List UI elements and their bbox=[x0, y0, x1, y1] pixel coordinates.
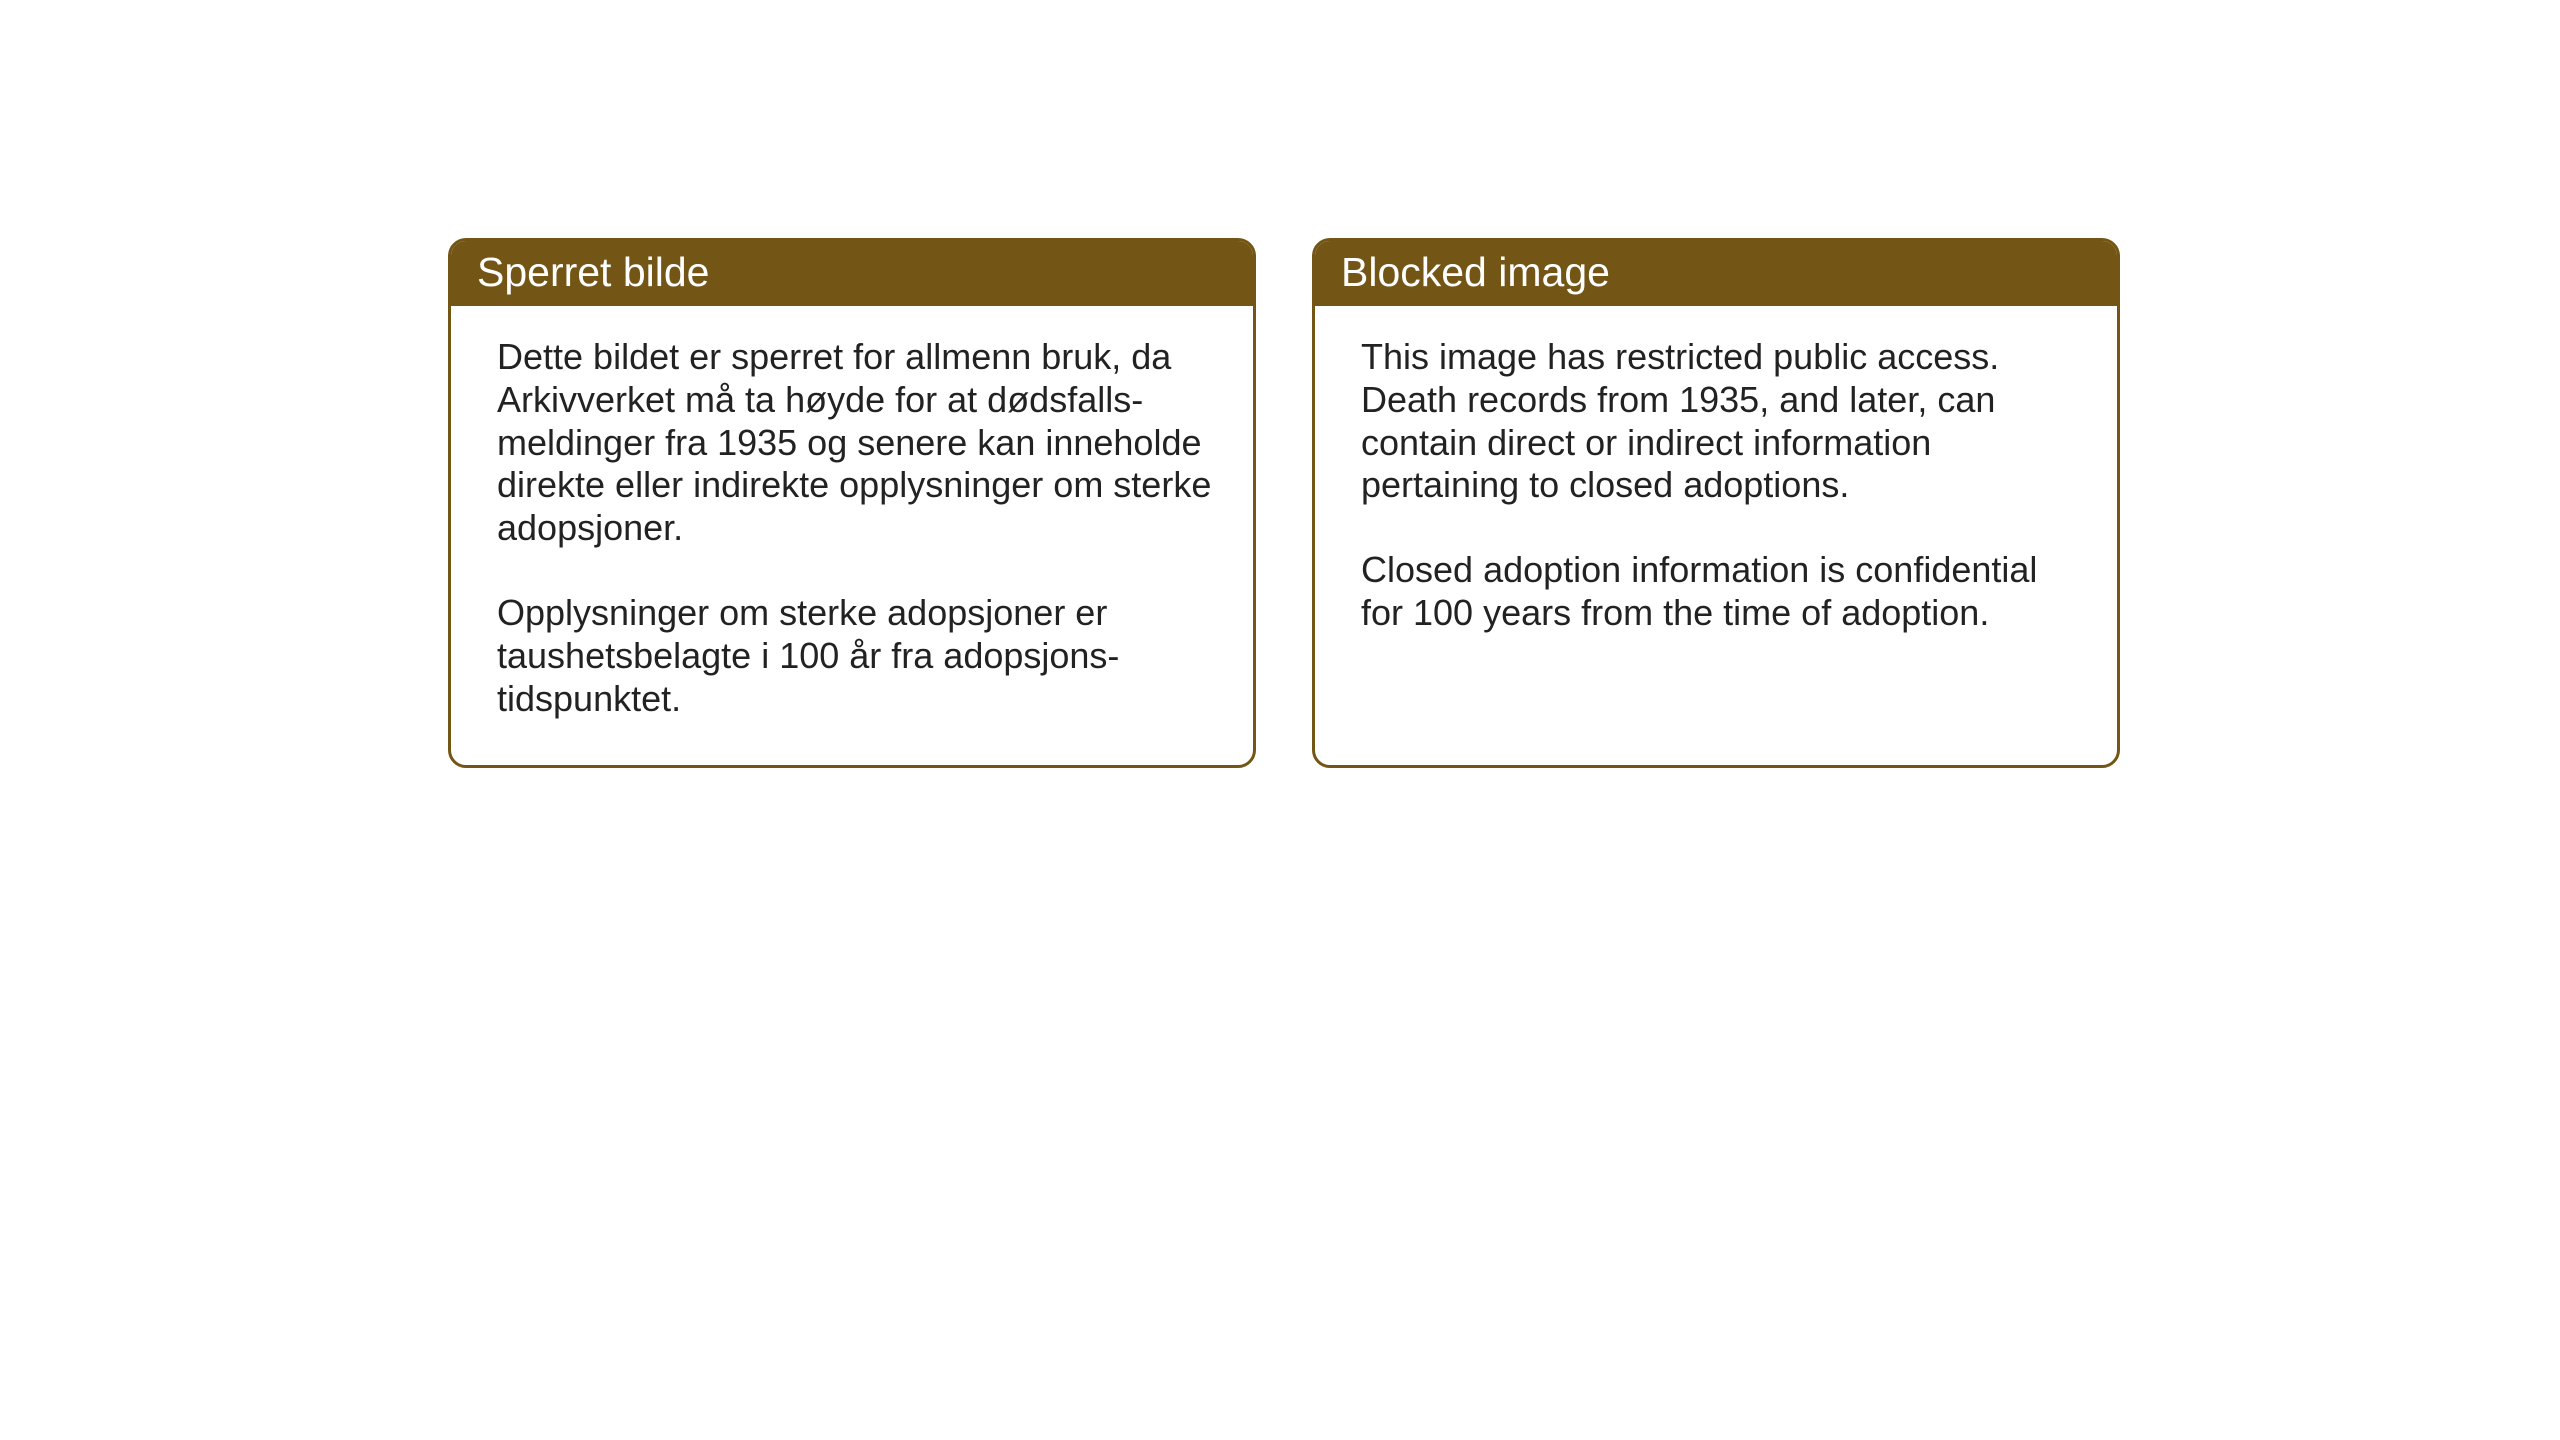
norwegian-paragraph-1: Dette bildet er sperret for allmenn bruk… bbox=[497, 336, 1213, 550]
english-card-title: Blocked image bbox=[1315, 241, 2117, 306]
norwegian-info-card: Sperret bilde Dette bildet er sperret fo… bbox=[448, 238, 1256, 768]
norwegian-paragraph-2: Opplysninger om sterke adopsjoner er tau… bbox=[497, 592, 1213, 720]
norwegian-card-title: Sperret bilde bbox=[451, 241, 1253, 306]
english-card-body: This image has restricted public access.… bbox=[1315, 306, 2117, 679]
info-cards-container: Sperret bilde Dette bildet er sperret fo… bbox=[448, 238, 2120, 768]
norwegian-card-body: Dette bildet er sperret for allmenn bruk… bbox=[451, 306, 1253, 765]
english-paragraph-2: Closed adoption information is confident… bbox=[1361, 549, 2077, 635]
english-info-card: Blocked image This image has restricted … bbox=[1312, 238, 2120, 768]
english-paragraph-1: This image has restricted public access.… bbox=[1361, 336, 2077, 507]
